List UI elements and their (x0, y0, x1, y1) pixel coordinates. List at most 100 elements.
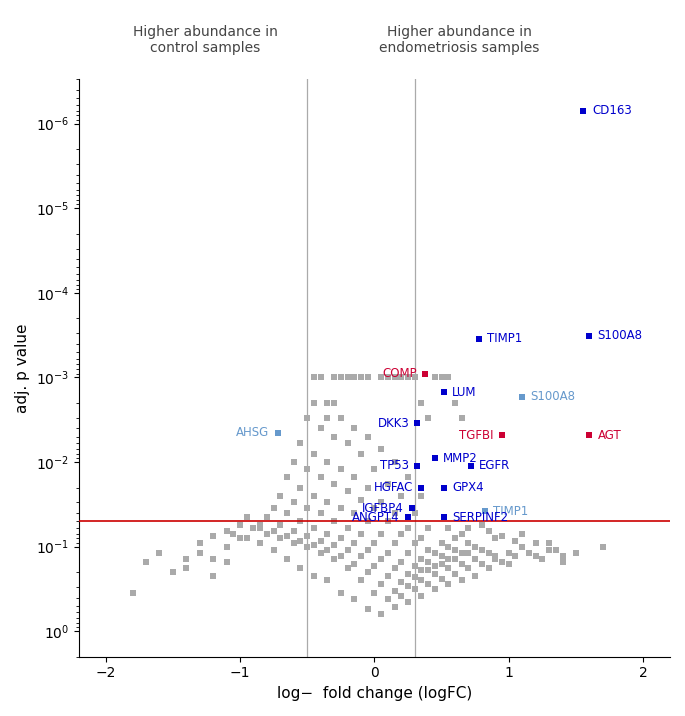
Point (409, 584, 420, 595)
Point (369, 503, 380, 514)
Point (329, 553, 340, 565)
Point (396, 528, 407, 539)
Point (268, 544, 279, 556)
Point (463, 522, 474, 533)
Point (336, 551, 347, 562)
Point (403, 512, 414, 523)
Point (295, 437, 306, 449)
Point (275, 533, 286, 544)
Point (416, 590, 427, 601)
Point (375, 443, 386, 455)
Point (336, 503, 347, 514)
Text: MMP2: MMP2 (443, 452, 477, 465)
Point (470, 570, 481, 581)
Point (356, 372, 366, 383)
Point (439, 512, 450, 523)
Point (362, 544, 373, 556)
Point (403, 372, 414, 383)
Point (349, 558, 360, 570)
Point (282, 553, 292, 565)
Point (443, 563, 453, 574)
Point (456, 528, 467, 539)
Point (571, 548, 582, 559)
Text: IGFBP4: IGFBP4 (362, 502, 404, 515)
Point (439, 482, 450, 493)
Point (530, 537, 541, 548)
Point (362, 604, 373, 615)
Point (443, 522, 453, 533)
Point (389, 563, 400, 574)
Text: Higher abundance in
endometriosis samples: Higher abundance in endometriosis sample… (379, 25, 539, 55)
Point (537, 553, 548, 565)
Point (248, 522, 259, 533)
Point (423, 522, 434, 533)
Point (523, 548, 534, 559)
Point (479, 505, 490, 517)
Text: S100A8: S100A8 (597, 329, 643, 342)
Point (375, 553, 386, 565)
Point (389, 585, 400, 596)
Point (416, 490, 427, 501)
Point (322, 397, 333, 409)
Point (308, 448, 319, 460)
Point (295, 482, 306, 493)
Point (396, 372, 407, 383)
Point (530, 551, 541, 562)
Point (221, 541, 232, 552)
Point (295, 516, 306, 527)
Point (282, 531, 292, 542)
Point (288, 497, 299, 508)
Point (308, 372, 319, 383)
Point (456, 575, 467, 586)
Point (412, 460, 423, 471)
Point (436, 537, 447, 548)
Point (503, 558, 514, 570)
Point (396, 490, 407, 501)
Point (268, 503, 279, 514)
Point (483, 548, 494, 559)
Point (208, 553, 219, 565)
Point (449, 397, 460, 409)
Point (476, 544, 487, 556)
Point (429, 569, 440, 580)
Point (429, 548, 440, 559)
Point (510, 535, 521, 546)
Point (255, 519, 266, 531)
Point (403, 471, 414, 483)
Point (349, 422, 360, 434)
Text: Higher abundance in
control samples: Higher abundance in control samples (133, 25, 278, 55)
Point (362, 516, 373, 527)
Point (409, 571, 420, 583)
Point (234, 533, 245, 544)
Point (315, 422, 326, 434)
Point (416, 533, 427, 544)
Text: TIMP1: TIMP1 (493, 505, 528, 518)
Point (336, 372, 347, 383)
Point (456, 558, 467, 570)
Text: CD163: CD163 (592, 104, 632, 117)
Point (436, 372, 447, 383)
Point (362, 482, 373, 493)
Point (443, 372, 453, 383)
Point (295, 563, 306, 574)
Point (181, 563, 192, 574)
Point (349, 594, 360, 605)
Point (436, 573, 447, 584)
Point (208, 570, 219, 581)
Point (597, 541, 608, 552)
Point (403, 522, 414, 533)
Point (375, 608, 386, 619)
Point (463, 537, 474, 548)
Point (369, 587, 380, 599)
Point (382, 594, 393, 605)
Point (336, 587, 347, 599)
Text: ANGPT4: ANGPT4 (352, 511, 400, 524)
Point (429, 561, 440, 572)
Point (389, 456, 400, 468)
Point (375, 372, 386, 383)
Point (195, 548, 206, 559)
Point (356, 575, 366, 586)
Point (463, 548, 474, 559)
Point (322, 412, 333, 424)
Point (375, 528, 386, 539)
